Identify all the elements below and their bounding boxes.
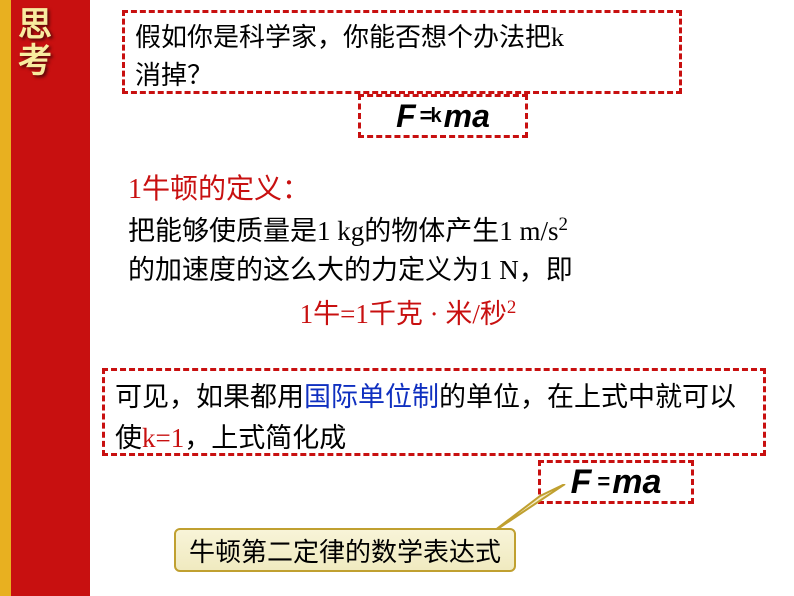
sidebar-label: 思考: [18, 8, 58, 79]
definition-body-1: 把能够使质量是1 kg的物体产生1 m/s: [128, 216, 559, 246]
question-line2: 消掉？: [135, 61, 213, 90]
conclusion-p1: 可见，如果都用: [115, 382, 304, 412]
conclusion-red-k: k=1: [142, 423, 184, 453]
formula2-ma: ma: [612, 463, 661, 502]
definition-title: 1牛顿的定义：: [128, 170, 688, 211]
formula-F: F: [396, 98, 416, 135]
sidebar: 思考: [0, 0, 90, 596]
definition-title-text: 牛顿的定义：: [142, 174, 310, 205]
callout-text: 牛顿第二定律的数学表达式: [189, 532, 501, 569]
definition-unit: 1牛=1千克 · 米/秒2: [128, 292, 688, 331]
definition-unit-sup: 2: [507, 297, 516, 318]
formula-k: k: [431, 105, 442, 128]
definition-block: 1牛顿的定义： 把能够使质量是1 kg的物体产生1 m/s2 的加速度的这么大的…: [128, 170, 688, 331]
definition-body-2: 的加速度的这么大的力定义为1 N，即: [128, 255, 573, 285]
definition-body: 把能够使质量是1 kg的物体产生1 m/s2 的加速度的这么大的力定义为1 N，…: [128, 211, 688, 290]
formula-ma-box: F = ma: [538, 460, 694, 504]
question-line1: 假如你是科学家，你能否想个办法把k: [135, 23, 564, 52]
conclusion-blue: 国际单位制: [304, 382, 439, 412]
conclusion-p3: ，上式简化成: [184, 423, 346, 453]
conclusion-box: 可见，如果都用国际单位制的单位，在上式中就可以使k=1，上式简化成: [102, 368, 766, 456]
formula-kma-box: F = k ma: [358, 94, 528, 138]
definition-title-num: 1: [128, 174, 142, 205]
definition-sup: 2: [559, 214, 568, 235]
question-box: 假如你是科学家，你能否想个办法把k 消掉？: [122, 10, 682, 94]
conclusion-text: 可见，如果都用国际单位制的单位，在上式中就可以使k=1，上式简化成: [115, 377, 753, 458]
formula2-F: F: [571, 463, 592, 502]
question-text: 假如你是科学家，你能否想个办法把k 消掉？: [135, 19, 669, 94]
formula2-eq: =: [597, 469, 610, 495]
definition-unit-text: 1牛=1千克 · 米/秒: [300, 299, 507, 329]
callout-box: 牛顿第二定律的数学表达式: [174, 528, 516, 572]
formula-ma: ma: [444, 98, 490, 135]
